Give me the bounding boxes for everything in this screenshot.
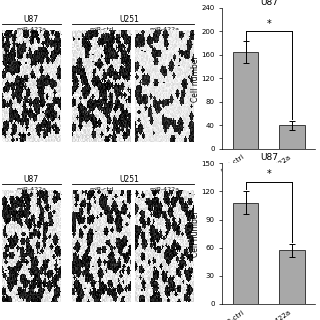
Bar	[233, 52, 258, 149]
Text: miR-422a: miR-422a	[149, 187, 179, 192]
Text: *: *	[267, 169, 271, 179]
Text: miR-ctrl: miR-ctrl	[89, 27, 113, 32]
Bar	[233, 203, 258, 304]
Y-axis label: Cell number: Cell number	[191, 210, 200, 257]
Text: *: *	[267, 19, 271, 29]
Y-axis label: Cell number: Cell number	[191, 55, 200, 102]
Text: miR-422a: miR-422a	[17, 187, 46, 192]
Text: U87: U87	[23, 15, 38, 24]
Title: U87: U87	[260, 153, 278, 163]
Text: U251: U251	[120, 15, 140, 24]
Text: miR-422a: miR-422a	[17, 27, 46, 32]
Bar	[279, 251, 305, 304]
Text: U87: U87	[23, 175, 38, 184]
Text: miR-422a: miR-422a	[149, 27, 179, 32]
Bar	[279, 125, 305, 149]
Title: U87: U87	[260, 0, 278, 7]
Text: miR-ctrl: miR-ctrl	[89, 187, 113, 192]
Text: U251: U251	[120, 175, 140, 184]
